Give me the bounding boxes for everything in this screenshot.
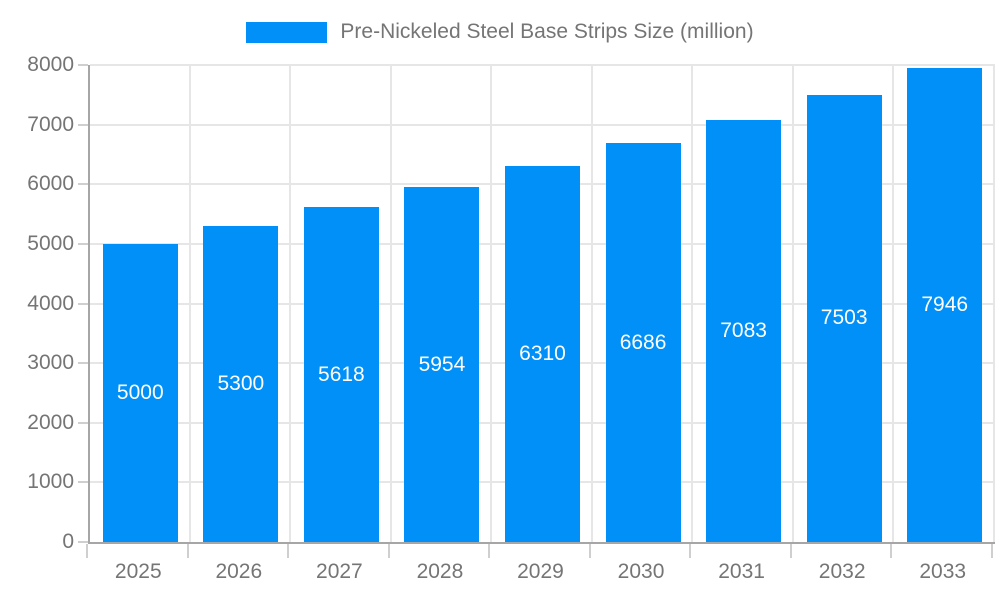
gridline-vertical — [490, 65, 493, 542]
y-axis-label: 0 — [62, 530, 74, 553]
gridline-vertical — [791, 65, 794, 542]
x-axis-tick — [186, 544, 189, 558]
gridline-vertical — [188, 65, 191, 542]
x-axis-label: 2031 — [718, 560, 765, 583]
x-axis-label: 2032 — [818, 560, 866, 583]
gridline-vertical — [289, 65, 292, 542]
y-axis-label: 5000 — [27, 231, 74, 255]
x-axis-label: 2027 — [316, 560, 363, 583]
y-axis-tick — [78, 183, 88, 186]
bar[interactable]: 7946 — [907, 68, 983, 542]
gridline-horizontal — [90, 123, 995, 126]
bar-value-label: 5300 — [217, 372, 265, 395]
x-axis-tick — [387, 544, 390, 558]
gridline-vertical — [892, 65, 895, 542]
y-axis-label: 1000 — [27, 470, 74, 494]
y-axis-tick — [78, 64, 88, 66]
y-axis-tick — [78, 481, 88, 484]
y-axis-label: 6000 — [27, 172, 74, 196]
gridline-horizontal — [90, 64, 995, 66]
y-axis-label: 3000 — [27, 351, 74, 375]
y-axis-tick — [78, 242, 88, 245]
gridline-vertical — [691, 65, 694, 542]
bar[interactable]: 7503 — [806, 94, 882, 542]
gridline-vertical — [590, 65, 593, 542]
x-axis-tick — [789, 544, 792, 558]
bar-value-label: 7503 — [820, 306, 868, 330]
bar-value-label: 7946 — [921, 293, 969, 317]
y-axis-label: 4000 — [27, 291, 74, 315]
bar[interactable]: 5954 — [404, 187, 480, 542]
bar-value-label: 7083 — [720, 318, 767, 342]
bar-value-label: 6310 — [519, 341, 566, 365]
bar-value-label: 5000 — [116, 380, 164, 404]
x-axis-tick — [86, 544, 88, 558]
x-axis-label: 2030 — [617, 560, 665, 583]
x-axis-tick — [890, 544, 893, 558]
y-axis-tick — [78, 302, 88, 305]
y-axis-label: 7000 — [27, 112, 74, 136]
y-axis-tick — [78, 541, 88, 543]
y-axis-tick — [78, 123, 88, 126]
bar[interactable]: 6310 — [505, 165, 580, 542]
x-axis-tick — [287, 544, 290, 558]
x-axis-label: 2028 — [416, 560, 464, 583]
bar[interactable]: 5300 — [203, 226, 279, 542]
bar[interactable]: 6686 — [605, 143, 681, 542]
x-axis-label: 2025 — [114, 560, 162, 583]
legend[interactable]: Pre-Nickeled Steel Base Strips Size (mil… — [0, 20, 1000, 44]
y-axis-label: 2000 — [27, 410, 74, 434]
bar-value-label: 6686 — [619, 330, 667, 354]
gridline-vertical — [389, 65, 392, 542]
x-axis-tick — [689, 544, 692, 558]
plot-area: 5000 5300 5618 5954 6310 6686 7083 7503 7946 — [88, 64, 995, 544]
x-axis-tick — [488, 544, 491, 558]
legend-label: Pre-Nickeled Steel Base Strips Size (mil… — [340, 20, 754, 43]
x-axis-tick — [991, 544, 993, 558]
y-axis-tick — [78, 362, 88, 365]
gridline-vertical — [993, 65, 995, 542]
bar[interactable]: 7083 — [706, 119, 782, 542]
legend-swatch — [246, 21, 328, 43]
x-axis-label: 2029 — [517, 560, 564, 583]
x-axis-tick — [588, 544, 591, 558]
bar-value-label: 5618 — [318, 362, 365, 386]
y-axis-tick — [78, 421, 88, 424]
x-axis-label: 2033 — [919, 560, 967, 583]
bar[interactable]: 5618 — [303, 207, 379, 542]
bar[interactable]: 5000 — [102, 243, 178, 542]
y-axis-label: 8000 — [27, 53, 74, 76]
x-axis-label: 2026 — [215, 560, 263, 583]
bar-value-label: 5954 — [418, 352, 466, 376]
